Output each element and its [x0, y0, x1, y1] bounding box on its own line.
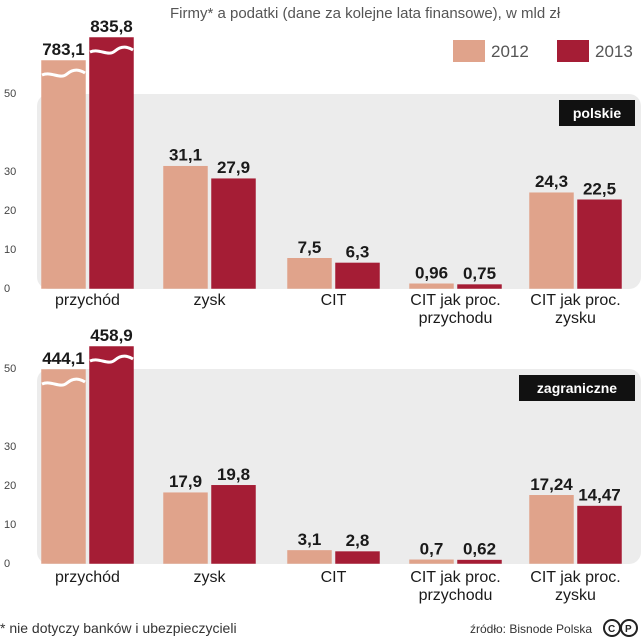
category-label: zysk	[194, 569, 227, 586]
bar-2012-3	[409, 283, 454, 289]
category-label: przychód	[55, 569, 120, 586]
panel-tag-label: zagraniczne	[537, 380, 617, 396]
panel-polskie: 0 10 20 30 50 polskie 783,1 31,1 7,5 0,96 24,3 835,…	[4, 17, 641, 327]
data-label: 444,1	[42, 349, 85, 368]
data-label: 17,24	[530, 475, 573, 494]
category-label: CIT jak proc.	[410, 292, 500, 309]
bar-2013-1	[211, 178, 256, 289]
y-tick-label: 0	[4, 558, 10, 570]
bar-2012-2	[287, 550, 332, 564]
category-label: CIT jak proc.	[530, 569, 620, 586]
data-label: 0,7	[420, 539, 444, 558]
data-label: 6,3	[346, 242, 370, 261]
cc-license-icon: C P	[603, 619, 638, 637]
bar-2012-2	[287, 258, 332, 289]
panel-zagraniczne: 0 10 20 30 50 zagraniczne 444,1 17,9 3,1 0,7 17,24…	[4, 326, 641, 604]
y-tick-label: 30	[4, 441, 16, 453]
data-label: 2,8	[346, 531, 370, 550]
category-label: CIT	[321, 292, 347, 309]
category-label: zysk	[194, 292, 227, 309]
chart-title: Firmy* a podatki (dane za kolejne lata f…	[170, 5, 561, 22]
category-label: przychodu	[419, 310, 493, 327]
data-label: 0,96	[415, 263, 448, 282]
bar-2013-2	[335, 262, 380, 289]
y-tick-label: 10	[4, 244, 16, 256]
data-label: 458,9	[90, 326, 133, 345]
svg-text:C: C	[608, 624, 615, 635]
source: źródło: Bisnode Polska	[470, 622, 592, 636]
axis-break-mark	[89, 45, 134, 55]
bar-2013-3	[457, 284, 502, 289]
y-tick-label: 10	[4, 519, 16, 531]
data-label: 7,5	[298, 238, 322, 257]
data-label: 24,3	[535, 172, 568, 191]
y-tick-label: 20	[4, 480, 16, 492]
legend-label-2012: 2012	[491, 42, 529, 61]
axis-break-mark	[41, 68, 86, 78]
data-label: 835,8	[90, 17, 133, 36]
axis-break-mark	[41, 377, 86, 387]
y-tick-label: 30	[4, 166, 16, 178]
y-tick-label: 0	[4, 283, 10, 295]
data-label: 0,75	[463, 264, 496, 283]
bar-2013-0	[89, 37, 134, 289]
bar-2012-0	[41, 369, 86, 564]
data-label: 14,47	[578, 486, 621, 505]
category-label: przychodu	[419, 587, 493, 604]
bar-2012-4	[529, 495, 574, 564]
bar-2013-4	[577, 199, 622, 289]
data-label: 3,1	[298, 530, 322, 549]
chart-panels: 0 10 20 30 50 polskie 783,1 31,1 7,5 0,96 24,3 835,…	[4, 17, 641, 604]
category-label: CIT jak proc.	[410, 569, 500, 586]
data-label: 31,1	[169, 146, 202, 165]
panel-tag	[519, 375, 635, 401]
category-label: zysku	[555, 310, 596, 327]
data-label: 783,1	[42, 40, 85, 59]
bar-2012-4	[529, 192, 574, 289]
category-label: CIT	[321, 569, 347, 586]
data-label: 19,8	[217, 465, 250, 484]
category-label: zysku	[555, 587, 596, 604]
data-label: 0,62	[463, 540, 496, 559]
bar-2013-3	[457, 559, 502, 564]
bar-2012-1	[163, 492, 208, 564]
bar-2012-0	[41, 60, 86, 289]
axis-break-mark	[89, 354, 134, 364]
data-label: 27,9	[217, 158, 250, 177]
bar-2013-2	[335, 551, 380, 564]
bar-2012-1	[163, 165, 208, 289]
svg-text:P: P	[625, 624, 632, 635]
legend-label-2013: 2013	[595, 42, 633, 61]
data-label: 17,9	[169, 472, 202, 491]
y-tick-label: 20	[4, 205, 16, 217]
legend-swatch-2012	[453, 40, 485, 62]
panel-tag	[559, 100, 635, 126]
bar-2012-3	[409, 559, 454, 564]
category-label: przychód	[55, 292, 120, 309]
data-label: 22,5	[583, 179, 616, 198]
bar-2013-1	[211, 485, 256, 564]
panel-tag-label: polskie	[573, 105, 621, 121]
y-tick-label: 50	[4, 88, 16, 100]
legend-swatch-2013	[557, 40, 589, 62]
bar-2013-4	[577, 505, 622, 564]
footnote: * nie dotyczy banków i ubezpieczycieli	[0, 620, 237, 636]
category-label: CIT jak proc.	[530, 292, 620, 309]
bar-2013-0	[89, 346, 134, 564]
y-tick-label: 50	[4, 363, 16, 375]
